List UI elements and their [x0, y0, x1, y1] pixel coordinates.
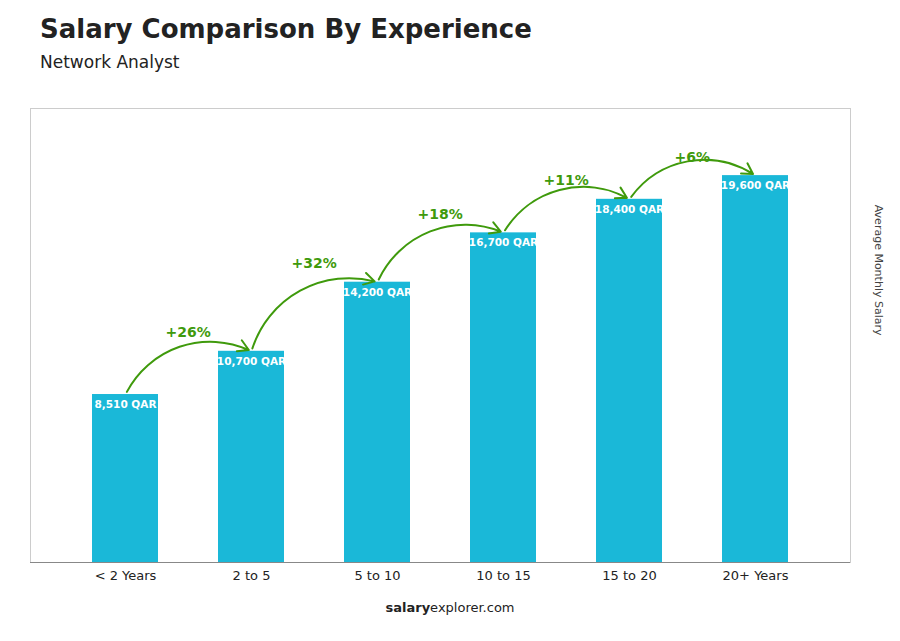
svg-text:5 to 10: 5 to 10	[354, 568, 400, 583]
svg-text:20+ Years: 20+ Years	[723, 568, 789, 583]
html-text:Network Analyst: Network Analyst	[40, 52, 180, 72]
svg-text:+26%: +26%	[166, 324, 211, 340]
svg-text:+18%: +18%	[418, 206, 463, 222]
svg-text:15 to 20: 15 to 20	[602, 568, 656, 583]
svg-text:16,700 QAR: 16,700 QAR	[469, 236, 538, 248]
svg-text:10 to 15: 10 to 15	[476, 568, 530, 583]
svg-text:+11%: +11%	[544, 172, 589, 188]
html-text:Salary Comparison By Experienc: Salary Comparison By Experience	[40, 14, 532, 44]
svg-text:10,700 QAR: 10,700 QAR	[217, 355, 286, 367]
svg-text:2 to 5: 2 to 5	[233, 568, 271, 583]
svg-text:19,600 QAR: 19,600 QAR	[721, 179, 790, 191]
svg-text:< 2 Years: < 2 Years	[95, 568, 157, 583]
svg-text:Average Monthly Salary: Average Monthly Salary	[872, 205, 885, 336]
svg-text:14,200 QAR: 14,200 QAR	[343, 286, 412, 298]
svg-text:18,400 QAR: 18,400 QAR	[595, 203, 664, 215]
html-text:salary explorer.com: salary explorer.com	[385, 600, 515, 615]
svg-text:8,510 QAR: 8,510 QAR	[94, 398, 156, 410]
svg-text:+6%: +6%	[674, 149, 710, 165]
svg-text:+32%: +32%	[292, 255, 337, 271]
